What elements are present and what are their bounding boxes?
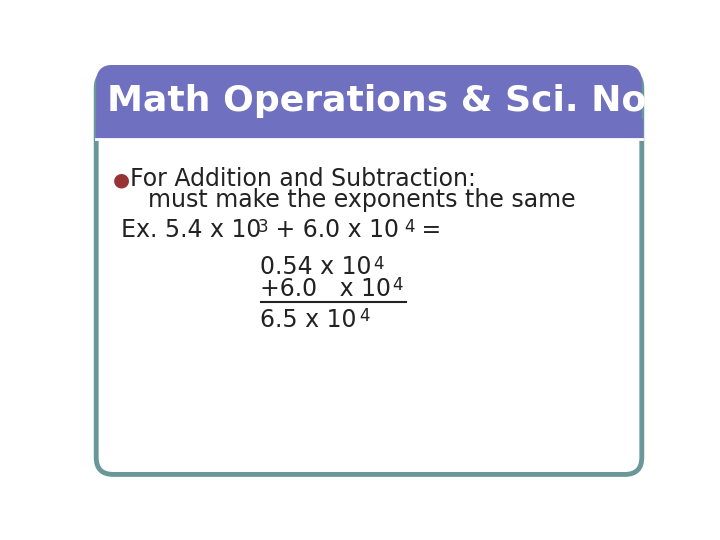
Text: =: = <box>414 218 441 242</box>
Text: 4: 4 <box>392 276 402 294</box>
Text: 0.54 x 10: 0.54 x 10 <box>261 255 372 279</box>
Bar <box>96 119 642 138</box>
Text: For Addition and Subtraction:: For Addition and Subtraction: <box>130 167 476 191</box>
Text: 4: 4 <box>373 255 383 273</box>
Text: ●: ● <box>113 171 130 190</box>
Text: 4: 4 <box>404 218 415 236</box>
FancyBboxPatch shape <box>96 71 642 475</box>
Text: must make the exponents the same: must make the exponents the same <box>148 187 576 212</box>
Text: 3: 3 <box>258 218 269 236</box>
Text: + 6.0 x 10: + 6.0 x 10 <box>269 218 400 242</box>
Text: 6.5 x 10: 6.5 x 10 <box>261 308 357 332</box>
Text: Ex. 5.4 x 10: Ex. 5.4 x 10 <box>121 218 261 242</box>
Text: 4: 4 <box>359 307 369 325</box>
FancyBboxPatch shape <box>96 65 642 138</box>
Text: +6.0   x 10: +6.0 x 10 <box>261 277 392 301</box>
Text: Math Operations & Sci. Notation: Math Operations & Sci. Notation <box>107 84 720 118</box>
